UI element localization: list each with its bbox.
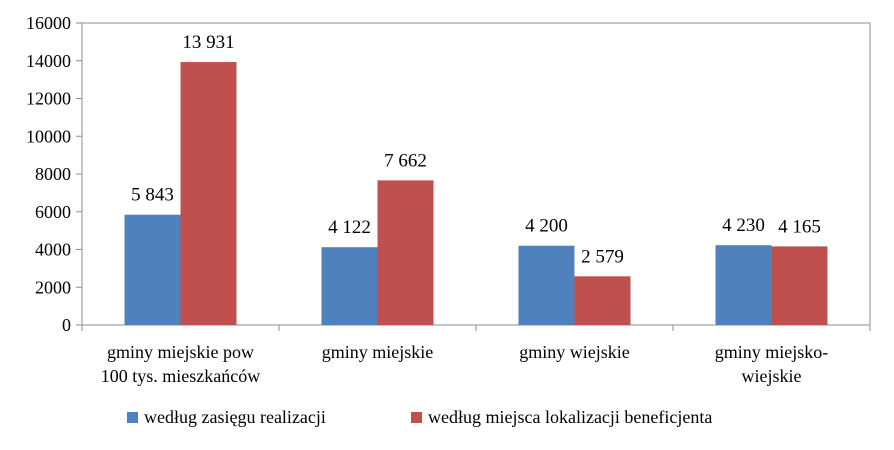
legend-label: według zasięgu realizacji (144, 407, 326, 427)
bar (715, 245, 772, 325)
y-tick-label: 8000 (35, 164, 71, 184)
legend-item: według zasięgu realizacji (127, 407, 326, 427)
bar (518, 245, 575, 325)
y-tick-label: 12000 (26, 89, 71, 109)
bar (377, 180, 434, 325)
category-label: gminy miejskie pow (107, 342, 254, 362)
category-label: gminy miejsko- (715, 342, 829, 362)
y-tick-label: 16000 (26, 13, 71, 33)
bar (321, 247, 378, 325)
bar (180, 62, 237, 326)
data-label: 13 931 (182, 32, 234, 53)
y-tick-label: 6000 (35, 202, 71, 222)
category-label: gminy miejskie (322, 342, 434, 362)
category-label: gminy wiejskie (519, 342, 630, 362)
y-tick-label: 14000 (26, 51, 71, 71)
data-label: 4 165 (778, 216, 821, 237)
legend-item: według miejsca lokalizacji beneficjenta (411, 407, 712, 427)
data-label: 4 200 (525, 216, 568, 237)
data-label: 2 579 (581, 246, 624, 267)
data-label: 5 843 (131, 185, 174, 206)
y-tick-label: 10000 (26, 126, 71, 146)
bar (771, 246, 828, 325)
y-tick-label: 2000 (35, 277, 71, 297)
bar (124, 214, 181, 325)
category-label: 100 tys. mieszkańców (101, 366, 260, 386)
data-label: 7 662 (384, 150, 427, 171)
data-label: 4 122 (328, 217, 371, 238)
data-label: 4 230 (722, 215, 765, 236)
y-tick-label: 0 (62, 315, 71, 335)
y-tick-label: 4000 (35, 240, 71, 260)
category-label: wiejskie (742, 366, 802, 386)
bar (574, 276, 631, 325)
legend-swatch (411, 412, 422, 423)
legend-label: według miejsca lokalizacji beneficjenta (428, 407, 712, 427)
legend-swatch (127, 412, 138, 423)
